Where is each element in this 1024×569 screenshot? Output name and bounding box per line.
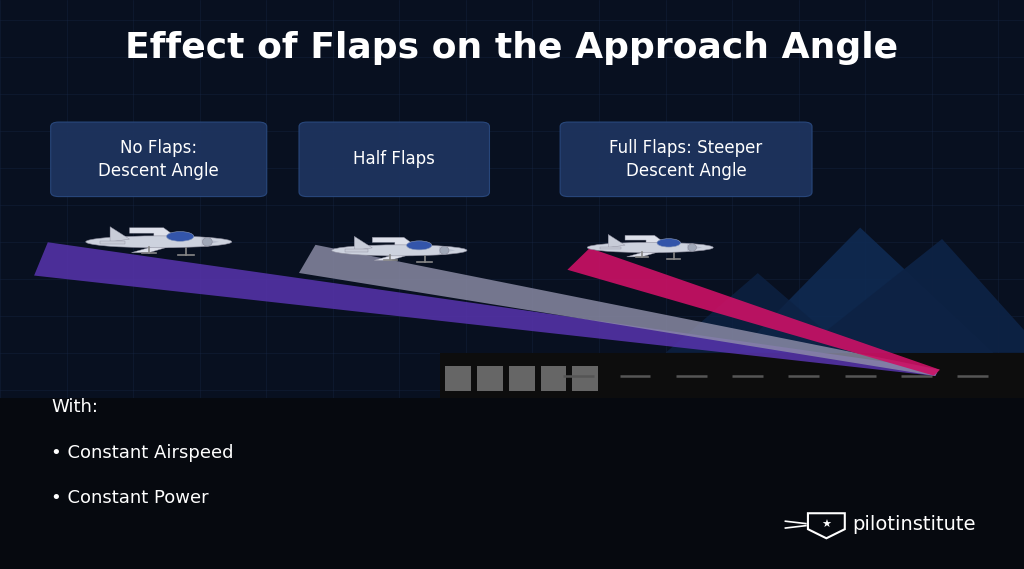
Polygon shape [354,236,373,250]
Ellipse shape [588,242,713,253]
Polygon shape [666,273,850,353]
Polygon shape [799,239,1024,353]
Polygon shape [627,249,669,257]
FancyBboxPatch shape [50,122,266,197]
Ellipse shape [332,245,467,256]
Polygon shape [345,249,368,253]
Polygon shape [439,247,456,254]
Polygon shape [131,244,180,253]
Text: With:: With: [51,398,98,417]
Bar [445,366,471,391]
Text: Full Flaps: Steeper
Descent Angle: Full Flaps: Steeper Descent Angle [609,138,763,180]
Bar [541,366,566,391]
Bar [0,398,1024,569]
Polygon shape [299,245,939,376]
Polygon shape [374,252,419,261]
Polygon shape [600,246,621,249]
Text: Half Flaps: Half Flaps [353,150,435,168]
Ellipse shape [167,232,194,241]
Polygon shape [34,242,938,376]
Polygon shape [608,234,625,248]
Polygon shape [202,238,219,246]
Bar [572,366,598,391]
Ellipse shape [688,244,696,251]
Polygon shape [129,228,176,237]
Polygon shape [373,237,416,246]
Text: • Constant Power: • Constant Power [51,489,209,508]
Bar [477,366,503,391]
Polygon shape [567,248,940,376]
Text: pilotinstitute: pilotinstitute [852,515,976,534]
Polygon shape [111,226,129,242]
Text: Effect of Flaps on the Approach Angle: Effect of Flaps on the Approach Angle [125,31,899,65]
Text: ★: ★ [821,519,831,530]
Bar [509,366,535,391]
Polygon shape [687,244,702,251]
Polygon shape [737,228,993,353]
Text: No Flaps:
Descent Angle: No Flaps: Descent Angle [98,138,219,180]
Ellipse shape [440,246,449,254]
Polygon shape [625,236,666,244]
FancyBboxPatch shape [560,122,812,197]
Ellipse shape [203,237,212,246]
Ellipse shape [407,241,432,250]
Polygon shape [100,241,125,244]
Bar [440,353,1024,398]
Ellipse shape [657,238,681,247]
Ellipse shape [86,236,231,248]
Text: • Constant Airspeed: • Constant Airspeed [51,444,233,462]
FancyBboxPatch shape [299,122,489,197]
